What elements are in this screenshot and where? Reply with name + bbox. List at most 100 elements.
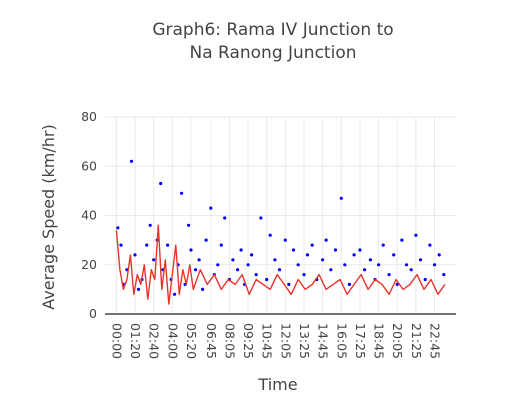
x-tick-label: 16:05 xyxy=(334,323,349,359)
scatter-point xyxy=(437,253,441,257)
scatter-point xyxy=(321,258,325,262)
scatter-point xyxy=(187,223,191,227)
scatter-point xyxy=(259,216,263,220)
scatter-point xyxy=(329,268,333,272)
scatter-point xyxy=(305,253,310,257)
x-tick-label: 06:45 xyxy=(204,323,219,359)
scatter-point xyxy=(358,248,362,252)
scatter-point xyxy=(273,258,277,262)
scatter-point xyxy=(414,233,418,237)
scatter-point xyxy=(339,196,343,200)
scatter-point xyxy=(368,258,372,262)
scatter-point xyxy=(239,248,243,252)
scatter-point xyxy=(400,238,404,242)
scatter-point xyxy=(223,216,227,220)
scatter-point xyxy=(347,282,351,286)
x-tick-label: 21:25 xyxy=(409,323,424,359)
scatter-point xyxy=(166,243,170,247)
scatter-point xyxy=(148,223,152,227)
scatter-point xyxy=(254,273,258,277)
y-tick-label: 20 xyxy=(81,257,97,272)
scatter-point xyxy=(283,238,287,242)
scatter-point xyxy=(201,287,205,291)
scatter-point xyxy=(352,253,356,257)
scatter-point xyxy=(119,243,123,247)
x-tick-label: 08:05 xyxy=(222,323,237,359)
scatter-point xyxy=(442,273,446,277)
scatter-point xyxy=(236,268,240,272)
chart-title-line-1: Graph6: Rama IV Junction to xyxy=(152,20,393,40)
scatter-point xyxy=(231,258,235,262)
scatter-point xyxy=(392,253,396,257)
scatter-point xyxy=(381,243,385,247)
scatter-point xyxy=(197,258,201,262)
y-tick-label: 40 xyxy=(81,208,97,223)
scatter-point xyxy=(310,243,314,247)
scatter-point xyxy=(432,263,437,267)
scatter-point xyxy=(194,268,198,272)
scatter-point xyxy=(409,268,413,272)
x-tick-label: 01:20 xyxy=(128,323,143,359)
grid xyxy=(105,116,456,315)
x-tick-label: 02:40 xyxy=(147,323,162,359)
scatter-point xyxy=(250,253,254,257)
x-tick-label: 18:45 xyxy=(372,323,387,359)
scatter-point xyxy=(395,282,399,286)
scatter-point xyxy=(324,238,328,242)
scatter-point xyxy=(418,258,423,262)
scatter-point xyxy=(136,287,141,291)
plot-area xyxy=(115,159,446,305)
scatter-point xyxy=(265,277,269,282)
x-ticks: 00:00 01:20 02:40 04:00 05:20 06:45 08:05 09:25… xyxy=(109,323,442,359)
scatter-point xyxy=(219,243,223,247)
scatter-point xyxy=(387,273,391,277)
x-tick-label: 10:45 xyxy=(260,323,275,359)
scatter-point xyxy=(152,258,156,262)
scatter-point xyxy=(428,243,432,247)
scatter-point xyxy=(246,263,250,267)
scatter-point xyxy=(180,191,184,195)
average-speed-line xyxy=(115,224,446,305)
scatter-point xyxy=(159,181,163,186)
scatter-point xyxy=(216,263,220,267)
scatter-point xyxy=(189,248,193,252)
scatter-point xyxy=(302,273,306,277)
x-axis-label: Time xyxy=(257,375,297,394)
scatter-point xyxy=(296,263,300,267)
x-tick-label: 22:45 xyxy=(428,323,443,359)
scatter-point xyxy=(291,248,296,252)
scatter-point xyxy=(204,238,208,242)
scatter-point xyxy=(404,263,409,267)
scatter-point xyxy=(343,263,347,267)
x-tick-label: 05:20 xyxy=(184,323,199,359)
x-tick-label: 12:05 xyxy=(278,323,293,359)
y-tick-label: 80 xyxy=(81,109,97,124)
scatter-point xyxy=(423,277,427,282)
scatter-point xyxy=(209,206,213,210)
scatter-point xyxy=(173,292,177,296)
scatter-point xyxy=(363,268,367,272)
y-axis-label: Average Speed (km/hr) xyxy=(39,124,58,309)
scatter-point xyxy=(268,233,272,237)
x-tick-label: 14:45 xyxy=(316,323,331,359)
x-tick-label: 17:25 xyxy=(353,323,368,359)
scatter-point xyxy=(129,159,134,163)
x-tick-label: 09:25 xyxy=(241,323,256,359)
x-tick-label: 04:00 xyxy=(165,323,180,359)
scatter-point xyxy=(277,268,282,272)
y-ticks: 0 20 40 60 80 xyxy=(81,109,97,321)
scatter-point xyxy=(333,248,338,252)
y-tick-label: 60 xyxy=(81,158,97,173)
scatter-point xyxy=(133,253,137,257)
scatter-point xyxy=(287,282,291,286)
scatter-point xyxy=(377,263,381,267)
chart-title-line-2: Na Ranong Junction xyxy=(189,43,356,63)
scatter-point xyxy=(116,226,120,230)
x-tick-label: 13:25 xyxy=(297,323,312,359)
x-tick-label: 00:00 xyxy=(109,323,124,359)
scatter-point xyxy=(145,243,149,247)
y-tick-label: 0 xyxy=(89,306,97,321)
x-tick-label: 20:05 xyxy=(390,323,405,359)
